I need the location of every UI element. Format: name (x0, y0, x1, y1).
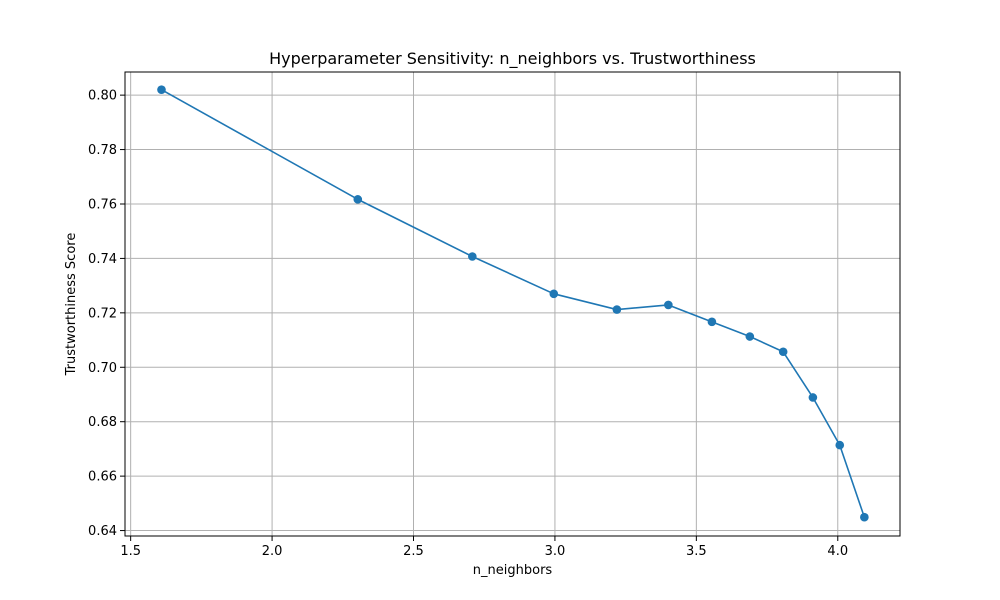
series-line (161, 88, 866, 518)
x-axis-label: n_neighbors (473, 563, 553, 578)
y-tick-label: 0.64 (88, 524, 117, 539)
y-tick-label: 0.76 (88, 197, 117, 212)
data-point (353, 195, 363, 204)
axis-ticks: 1.5 2.0 2.5 3.0 3.5 4.0 0.64 0.66 0.68 0.70 0.72 0.… (88, 89, 848, 559)
data-point-markers (157, 85, 869, 522)
y-tick-label: 0.70 (88, 361, 117, 376)
y-tick-label: 0.74 (88, 252, 117, 267)
data-point (549, 289, 559, 299)
data-point (157, 85, 166, 94)
data-point (808, 393, 818, 402)
x-tick-label: 2.0 (262, 544, 283, 559)
y-tick-label: 0.78 (88, 143, 117, 158)
grid-lines (125, 72, 900, 536)
x-tick-label: 2.5 (403, 544, 424, 559)
y-tick-label: 0.72 (88, 306, 117, 321)
data-point (745, 332, 755, 341)
data-point (707, 317, 717, 327)
x-tick-label: 4.0 (827, 544, 848, 559)
y-tick-label: 0.68 (88, 415, 117, 430)
data-point (664, 300, 673, 310)
y-tick-label: 0.66 (88, 470, 117, 485)
x-tick-label: 3.0 (545, 544, 566, 559)
y-tick-label: 0.80 (88, 89, 117, 104)
y-axis-label: Trustworthiness Score (64, 233, 79, 377)
series-line-layer (161, 88, 866, 518)
data-point (778, 347, 788, 357)
data-point (835, 440, 845, 450)
data-point (860, 512, 869, 522)
chart-title: Hyperparameter Sensitivity: n_neighbors … (269, 49, 756, 69)
x-tick-label: 3.5 (686, 544, 707, 559)
data-point (468, 252, 477, 261)
x-tick-label: 1.5 (120, 544, 141, 559)
plot-area-frame (124, 71, 901, 537)
data-point (612, 305, 622, 314)
